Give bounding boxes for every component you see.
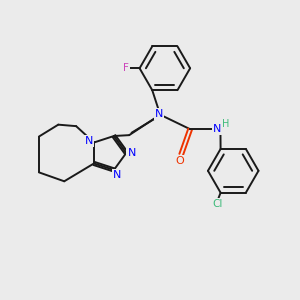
Text: N: N <box>128 148 136 158</box>
Text: N: N <box>84 136 93 146</box>
Text: N: N <box>113 170 122 180</box>
Text: N: N <box>213 124 221 134</box>
Text: N: N <box>155 109 163 119</box>
Text: Cl: Cl <box>212 199 223 209</box>
Text: F: F <box>123 63 129 73</box>
Text: H: H <box>222 119 230 129</box>
Text: O: O <box>175 156 184 166</box>
